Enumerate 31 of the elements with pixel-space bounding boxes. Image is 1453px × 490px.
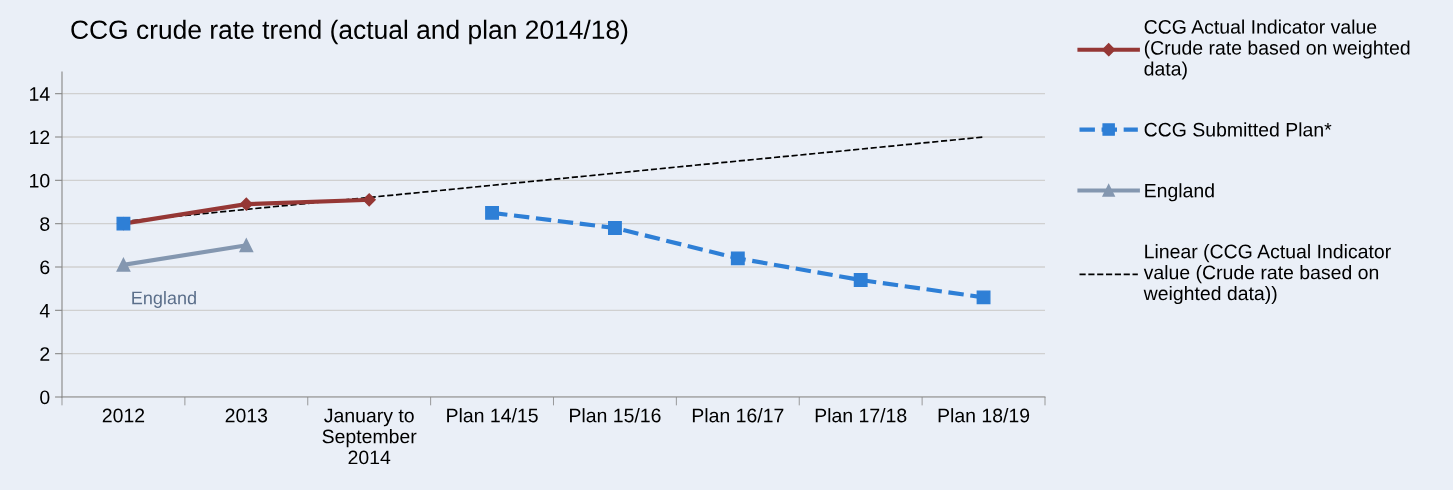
- x-tick-label: 2013: [225, 408, 268, 423]
- x-tick-label: Plan 18/19: [938, 408, 1030, 423]
- point: [362, 193, 376, 207]
- legend-label: Linear (CCG Actual Indicator value (Crude rate based on weighted data)): [1143, 244, 1391, 305]
- x-tick-label: January to September 2014: [322, 408, 417, 465]
- legend-label: England: [1145, 183, 1214, 202]
- x-tick-label: 2012: [102, 408, 145, 423]
- point: [116, 257, 131, 272]
- x-tick-label: Plan 15/16: [570, 408, 661, 423]
- point: [730, 251, 745, 266]
- x-tick-label: Plan 16/17: [692, 408, 784, 423]
- chart-title: CCG crude rate trend (actual and plan 2014/18): [71, 19, 628, 45]
- x-tick-label: Plan 17/18: [815, 408, 907, 423]
- y-tick-label: 6: [40, 260, 50, 275]
- y-tick-label: 12: [30, 130, 50, 145]
- y-tick-label: 4: [39, 304, 50, 318]
- y-tick-label: 8: [40, 217, 50, 231]
- y-tick-label: 10: [30, 173, 50, 188]
- point: [485, 205, 500, 220]
- legend-label: CCG Submitted Plan*: [1144, 122, 1332, 137]
- x-tick-label: Plan 14/15: [447, 408, 538, 423]
- point: [239, 197, 253, 211]
- legend-label: CCG Actual Indicator value (Crude rate based on weighted data): [1144, 19, 1410, 80]
- point: [239, 238, 254, 253]
- point: [853, 273, 868, 287]
- y-tick-label: 2: [40, 347, 50, 361]
- y-tick-label: 0: [40, 390, 50, 405]
- annotation: England: [132, 291, 196, 308]
- point: [976, 290, 991, 305]
- y-tick-label: 14: [30, 87, 50, 101]
- point: [607, 221, 622, 235]
